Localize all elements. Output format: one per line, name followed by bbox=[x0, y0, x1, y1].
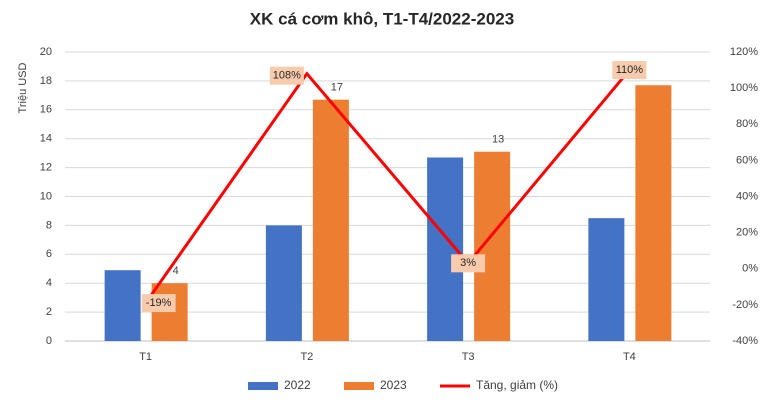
data-label: 4 bbox=[173, 265, 179, 277]
y-tick-label: 20 bbox=[40, 46, 52, 58]
data-label: 17 bbox=[331, 82, 343, 94]
y-tick-label: 4 bbox=[46, 277, 52, 289]
legend-swatch bbox=[344, 382, 374, 390]
x-tick-label: T2 bbox=[300, 351, 313, 363]
legend-label: 2023 bbox=[380, 378, 407, 392]
bar bbox=[474, 151, 511, 341]
legend-label: Tăng, giảm (%) bbox=[476, 378, 558, 392]
bar bbox=[104, 270, 141, 341]
data-label-box bbox=[141, 294, 176, 313]
y2-tick-label: 40% bbox=[736, 190, 758, 202]
data-label-box bbox=[269, 66, 304, 85]
data-label: 108% bbox=[273, 70, 301, 82]
bar bbox=[151, 283, 188, 341]
y-tick-label: 6 bbox=[46, 248, 52, 260]
y-tick-label: 12 bbox=[40, 162, 52, 174]
x-tick-label: T4 bbox=[623, 351, 636, 363]
y2-tick-label: 20% bbox=[736, 227, 758, 239]
y2-tick-label: 0% bbox=[742, 263, 758, 275]
y-tick-label: 16 bbox=[40, 104, 52, 116]
y-tick-label: 10 bbox=[40, 190, 52, 202]
x-tick-label: T1 bbox=[139, 351, 152, 363]
bar bbox=[635, 85, 672, 341]
data-label-box bbox=[451, 254, 486, 273]
y-tick-label: 8 bbox=[46, 219, 52, 231]
y2-tick-label: 120% bbox=[730, 46, 758, 58]
y2-tick-label: 60% bbox=[736, 154, 758, 166]
data-label: 3% bbox=[460, 257, 476, 269]
line bbox=[144, 69, 631, 304]
chart-title: XK cá cơm khô, T1-T4/2022-2023 bbox=[250, 9, 514, 28]
legend-swatch bbox=[248, 382, 278, 390]
y-tick-label: 18 bbox=[40, 75, 52, 87]
y2-tick-label: 80% bbox=[736, 118, 758, 130]
legend-label: 2022 bbox=[284, 378, 311, 392]
y2-tick-label: -20% bbox=[732, 299, 758, 311]
x-tick-label: T3 bbox=[462, 351, 475, 363]
data-label-box bbox=[612, 61, 647, 80]
bar bbox=[312, 99, 349, 341]
bar bbox=[588, 218, 625, 341]
y2-tick-label: 100% bbox=[730, 82, 758, 94]
y2-tick-label: -40% bbox=[732, 335, 758, 347]
y-tick-label: 0 bbox=[46, 335, 52, 347]
data-label: 110% bbox=[616, 64, 644, 76]
y-axis-label: Triệu USD bbox=[17, 62, 29, 113]
data-label: -19% bbox=[146, 297, 172, 309]
data-label: 13 bbox=[492, 134, 504, 146]
bar bbox=[265, 225, 302, 341]
y-tick-label: 14 bbox=[40, 133, 52, 145]
y-tick-label: 2 bbox=[46, 306, 52, 318]
